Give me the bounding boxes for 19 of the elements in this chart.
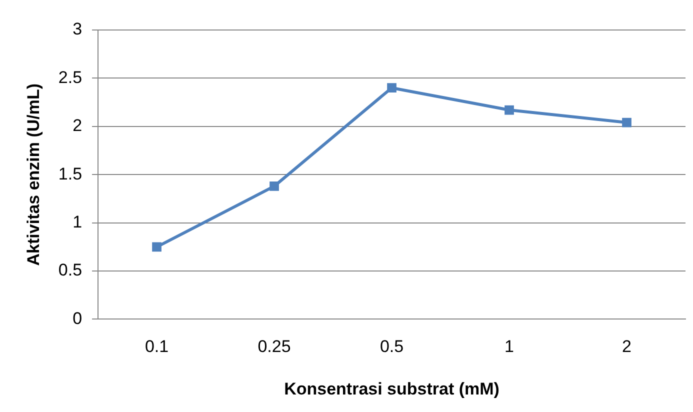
y-tick-label: 3	[72, 20, 82, 39]
x-tick-label: 2	[622, 337, 632, 356]
y-tick-label: 2	[72, 116, 82, 136]
point	[504, 105, 514, 115]
y-tick-label: 0.5	[58, 260, 82, 280]
x-tick-label: 1	[504, 337, 514, 356]
point	[152, 242, 162, 252]
point	[622, 118, 632, 128]
y-tick-label: 1.5	[58, 164, 82, 184]
x-axis-title: Konsentrasi substrat (mM)	[284, 379, 500, 398]
y-axis-title: Aktivitas enzim (U/mL)	[24, 83, 43, 266]
y-tick-label: 2.5	[58, 68, 82, 87]
x-tick-label: 0.5	[380, 337, 404, 356]
y-tick-label: 0	[72, 308, 82, 328]
y-tick-label: 1	[72, 212, 82, 232]
point	[387, 83, 396, 93]
point	[270, 181, 279, 191]
x-tick-label: 0.25	[258, 337, 291, 356]
x-tick-label: 0.1	[144, 337, 169, 356]
